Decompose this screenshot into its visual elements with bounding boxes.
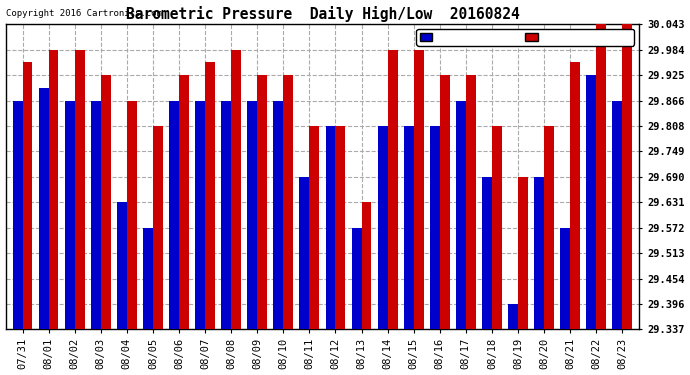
Bar bbox=[91, 100, 101, 329]
Bar bbox=[23, 62, 32, 329]
Bar bbox=[508, 304, 518, 329]
Bar bbox=[586, 75, 596, 329]
Bar bbox=[404, 126, 414, 329]
Bar bbox=[414, 50, 424, 329]
Bar bbox=[613, 100, 622, 329]
Bar bbox=[596, 24, 607, 329]
Bar bbox=[75, 50, 85, 329]
Bar bbox=[560, 228, 570, 329]
Bar bbox=[482, 177, 492, 329]
Bar bbox=[169, 100, 179, 329]
Bar bbox=[117, 202, 127, 329]
Bar bbox=[362, 202, 371, 329]
Bar bbox=[127, 100, 137, 329]
Bar bbox=[544, 126, 554, 329]
Bar bbox=[48, 50, 59, 329]
Bar bbox=[65, 100, 75, 329]
Bar bbox=[466, 75, 476, 329]
Bar bbox=[440, 75, 450, 329]
Text: Copyright 2016 Cartronics.com: Copyright 2016 Cartronics.com bbox=[6, 9, 161, 18]
Bar bbox=[153, 126, 163, 329]
Bar bbox=[143, 228, 153, 329]
Bar bbox=[101, 75, 110, 329]
Bar bbox=[352, 228, 362, 329]
Bar bbox=[622, 24, 632, 329]
Bar bbox=[534, 177, 544, 329]
Bar bbox=[388, 50, 397, 329]
Bar bbox=[492, 126, 502, 329]
Bar bbox=[335, 126, 346, 329]
Bar bbox=[205, 62, 215, 329]
Bar bbox=[257, 75, 267, 329]
Bar bbox=[231, 50, 241, 329]
Bar bbox=[39, 88, 48, 329]
Bar bbox=[518, 177, 528, 329]
Title: Barometric Pressure  Daily High/Low  20160824: Barometric Pressure Daily High/Low 20160… bbox=[126, 6, 520, 21]
Bar bbox=[179, 75, 189, 329]
Bar bbox=[273, 100, 284, 329]
Bar bbox=[326, 126, 335, 329]
Bar bbox=[430, 126, 440, 329]
Bar bbox=[456, 100, 466, 329]
Bar bbox=[195, 100, 205, 329]
Bar bbox=[247, 100, 257, 329]
Bar bbox=[377, 126, 388, 329]
Bar bbox=[221, 100, 231, 329]
Bar bbox=[570, 62, 580, 329]
Bar bbox=[12, 100, 23, 329]
Bar bbox=[299, 177, 309, 329]
Bar bbox=[309, 126, 319, 329]
Bar bbox=[284, 75, 293, 329]
Legend: Low  (Inches/Hg), High  (Inches/Hg): Low (Inches/Hg), High (Inches/Hg) bbox=[417, 29, 634, 46]
